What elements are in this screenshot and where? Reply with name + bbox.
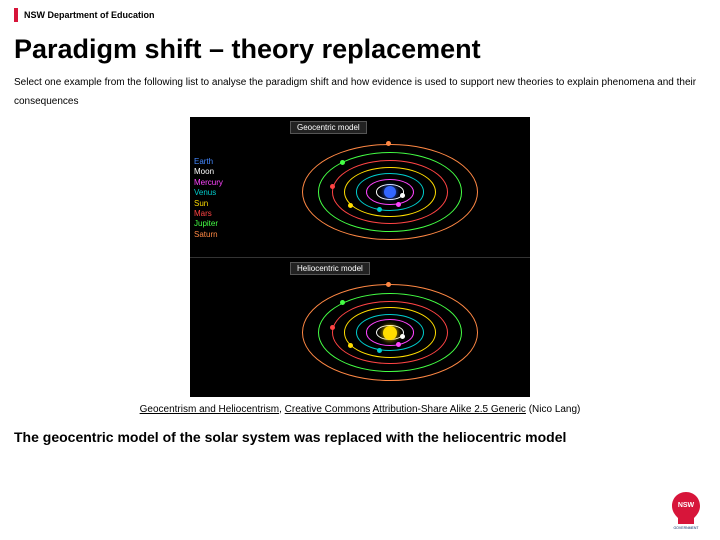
panel-label: Geocentric model <box>290 121 367 134</box>
header-org: NSW Department of Education <box>24 10 155 20</box>
image-caption: Geocentrism and Heliocentrism, Creative … <box>0 399 720 421</box>
geocentric-panel: Geocentric model <box>190 117 530 258</box>
caption-author: (Nico Lang) <box>526 404 580 415</box>
center-body <box>383 326 397 340</box>
solar-system-diagram: EarthMoonMercuryVenusSunMarsJupiterSatur… <box>190 117 530 397</box>
footer-statement: The geocentric model of the solar system… <box>0 421 720 453</box>
diagram-container: EarthMoonMercuryVenusSunMarsJupiterSatur… <box>0 111 720 399</box>
intro-text: Select one example from the following li… <box>0 73 720 111</box>
center-body <box>384 186 396 198</box>
panel-label: Heliocentric model <box>290 262 370 275</box>
caption-link-license[interactable]: Attribution-Share Alike 2.5 Generic <box>373 404 526 415</box>
heliocentric-panel: Heliocentric model <box>190 258 530 398</box>
svg-text:GOVERNMENT: GOVERNMENT <box>673 526 699 530</box>
nsw-government-logo: NSW GOVERNMENT <box>666 490 706 530</box>
svg-text:NSW: NSW <box>678 502 695 509</box>
header: NSW Department of Education <box>0 0 720 30</box>
page-title: Paradigm shift – theory replacement <box>0 30 720 73</box>
header-accent-bar <box>14 8 18 22</box>
caption-link-source[interactable]: Geocentrism and Heliocentrism <box>140 404 280 415</box>
caption-link-cc[interactable]: Creative Commons <box>285 404 371 415</box>
